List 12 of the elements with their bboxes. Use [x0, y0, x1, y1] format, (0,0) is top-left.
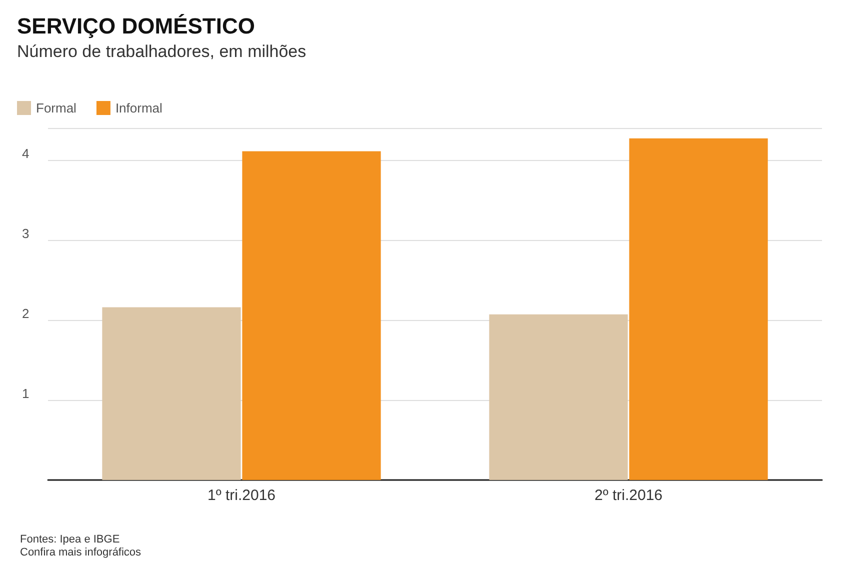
- x-tick-label: 2º tri.2016: [594, 487, 663, 504]
- y-tick-label: 1: [22, 386, 30, 401]
- y-tick-label: 2: [22, 306, 30, 321]
- text: Confira mais infográficos: [20, 546, 142, 558]
- y-tick-label: 3: [22, 226, 30, 241]
- legend-label: Informal: [115, 100, 163, 116]
- x-tick-label: 1º tri.2016: [207, 487, 276, 504]
- text: Fontes: Ipea e IBGE: [20, 534, 120, 546]
- legend-label: Formal: [36, 100, 77, 116]
- y-tick-label: 4: [22, 146, 30, 161]
- chart-title: SERVIÇO DOMÉSTICO: [17, 14, 255, 38]
- chart-subtitle: Número de trabalhadores, em milhões: [17, 42, 306, 61]
